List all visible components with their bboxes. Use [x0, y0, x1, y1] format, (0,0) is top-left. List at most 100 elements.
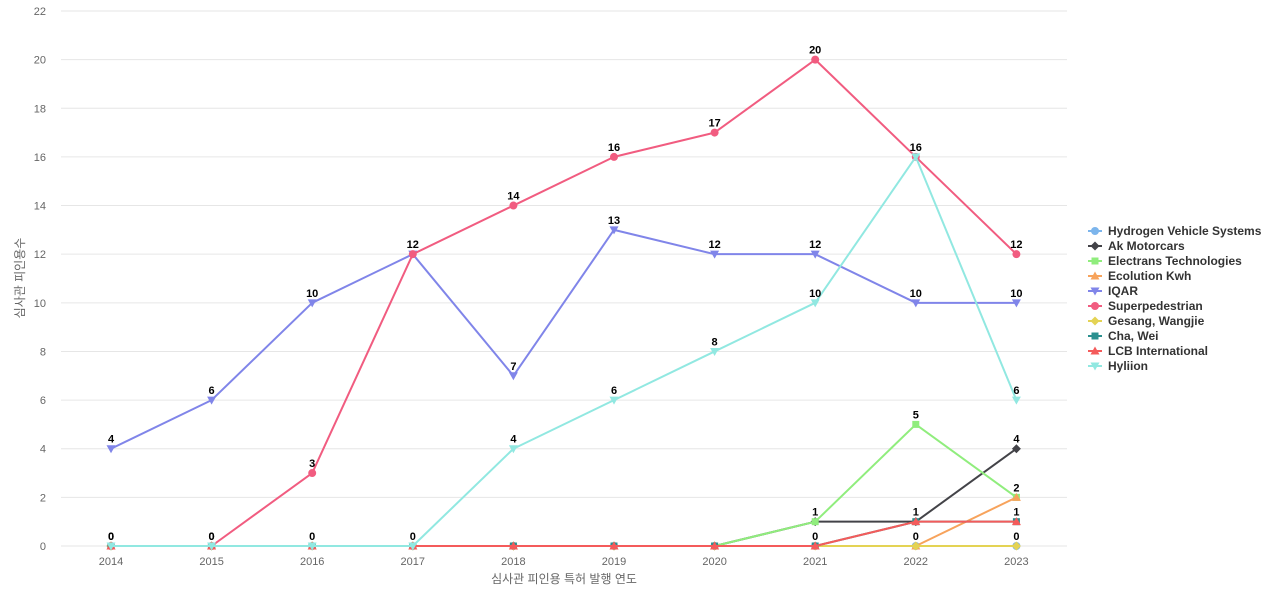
legend-item[interactable]: Ak Motorcars — [1088, 239, 1185, 253]
legend-item[interactable]: LCB International — [1088, 344, 1208, 358]
data-point — [1011, 396, 1021, 405]
data-point — [307, 299, 317, 308]
x-tick-label: 2014 — [99, 556, 123, 568]
series-line — [111, 423, 1017, 547]
data-point — [912, 420, 920, 428]
legend-marker — [1091, 332, 1099, 340]
y-tick-label: 16 — [34, 152, 46, 164]
legend-item[interactable]: Superpedestrian — [1088, 299, 1203, 313]
data-label: 1 — [913, 507, 919, 519]
legend-label: IQAR — [1108, 284, 1138, 298]
data-point — [1011, 492, 1021, 501]
data-label: 20 — [809, 45, 821, 57]
x-tick-label: 2023 — [1004, 556, 1028, 568]
data-point — [811, 518, 819, 526]
series-line — [111, 58, 1018, 547]
data-label: 0 — [812, 531, 818, 543]
data-point — [1011, 444, 1021, 454]
legend-item[interactable]: Electrans Technologies — [1088, 254, 1242, 268]
data-point — [609, 541, 619, 550]
data-label: 0 — [108, 531, 114, 543]
legend-label: Cha, Wei — [1108, 329, 1158, 343]
y-axis-title: 심사관 피인용수 — [13, 238, 27, 319]
legend-item[interactable]: Gesang, Wangjie — [1088, 314, 1205, 328]
data-point — [810, 541, 820, 550]
data-point — [609, 226, 619, 235]
data-point — [811, 55, 820, 64]
y-tick-label: 10 — [34, 298, 46, 310]
data-label: 0 — [309, 531, 315, 543]
data-point — [1011, 299, 1021, 308]
legend-item[interactable]: Cha, Wei — [1088, 329, 1158, 343]
data-label: 12 — [708, 239, 720, 251]
legend-marker — [1091, 257, 1099, 265]
data-point — [408, 542, 418, 551]
data-point — [710, 250, 720, 259]
y-tick-label: 22 — [34, 6, 46, 18]
data-label: 17 — [708, 118, 720, 130]
y-tick-label: 18 — [34, 103, 46, 115]
data-point — [106, 445, 116, 454]
data-point — [911, 541, 921, 551]
data-label: 13 — [608, 215, 620, 227]
legend-marker — [1090, 346, 1100, 355]
x-tick-label: 2015 — [199, 556, 223, 568]
legend-marker — [1090, 271, 1100, 280]
data-point — [508, 445, 518, 454]
data-label: 6 — [1013, 385, 1019, 397]
data-label: 10 — [809, 288, 821, 300]
y-tick-label: 4 — [40, 444, 46, 456]
data-point — [509, 201, 518, 210]
series-line — [111, 155, 1018, 547]
data-label: 8 — [712, 336, 718, 348]
data-point — [810, 299, 820, 308]
legend-item[interactable]: Hydrogen Vehicle Systems — [1088, 224, 1262, 238]
x-tick-label: 2017 — [401, 556, 425, 568]
data-label: 16 — [910, 142, 922, 154]
series-hyliion — [106, 153, 1021, 551]
series-line — [110, 228, 1017, 450]
gridlines — [61, 10, 1067, 547]
data-label: 6 — [209, 385, 215, 397]
legend-item[interactable]: Ecolution Kwh — [1088, 269, 1191, 283]
data-label: 0 — [913, 531, 919, 543]
data-point — [609, 396, 619, 405]
data-label: 1 — [812, 507, 818, 519]
data-label: 2 — [1013, 482, 1019, 494]
data-label: 5 — [913, 409, 919, 421]
legend-item[interactable]: IQAR — [1088, 284, 1138, 298]
series-line — [111, 520, 1017, 547]
x-axis-title: 심사관 피인용 특허 발행 연도 — [491, 571, 637, 586]
x-axis-ticks: 2014 2015 2016 2017 2018 2019 2020 2021 2022 2023 — [99, 556, 1029, 568]
legend-marker — [1091, 302, 1099, 310]
data-label: 10 — [306, 288, 318, 300]
data-point — [1011, 541, 1021, 551]
legend-marker — [1091, 227, 1099, 235]
data-label: 10 — [1010, 288, 1022, 300]
data-point — [710, 541, 720, 550]
data-label: 7 — [510, 361, 516, 373]
legend-label: Superpedestrian — [1108, 299, 1203, 313]
data-label: 12 — [407, 239, 419, 251]
data-point — [911, 153, 921, 162]
data-label: 0 — [410, 531, 416, 543]
y-tick-label: 12 — [34, 249, 46, 261]
x-tick-label: 2018 — [501, 556, 525, 568]
legend-label: Hydrogen Vehicle Systems — [1108, 224, 1262, 238]
y-tick-label: 2 — [40, 492, 46, 504]
y-tick-label: 8 — [40, 346, 46, 358]
legend-item[interactable]: Hyliion — [1088, 359, 1148, 373]
data-point — [710, 128, 719, 137]
x-tick-label: 2020 — [702, 556, 726, 568]
data-label: 4 — [1013, 434, 1020, 446]
data-point — [1011, 517, 1021, 526]
legend-label: Electrans Technologies — [1108, 254, 1242, 268]
data-point — [1012, 250, 1021, 259]
data-label: 3 — [309, 458, 315, 470]
data-label: 10 — [910, 288, 922, 300]
data-label: 4 — [510, 434, 517, 446]
x-tick-label: 2016 — [300, 556, 324, 568]
data-point — [307, 542, 317, 551]
